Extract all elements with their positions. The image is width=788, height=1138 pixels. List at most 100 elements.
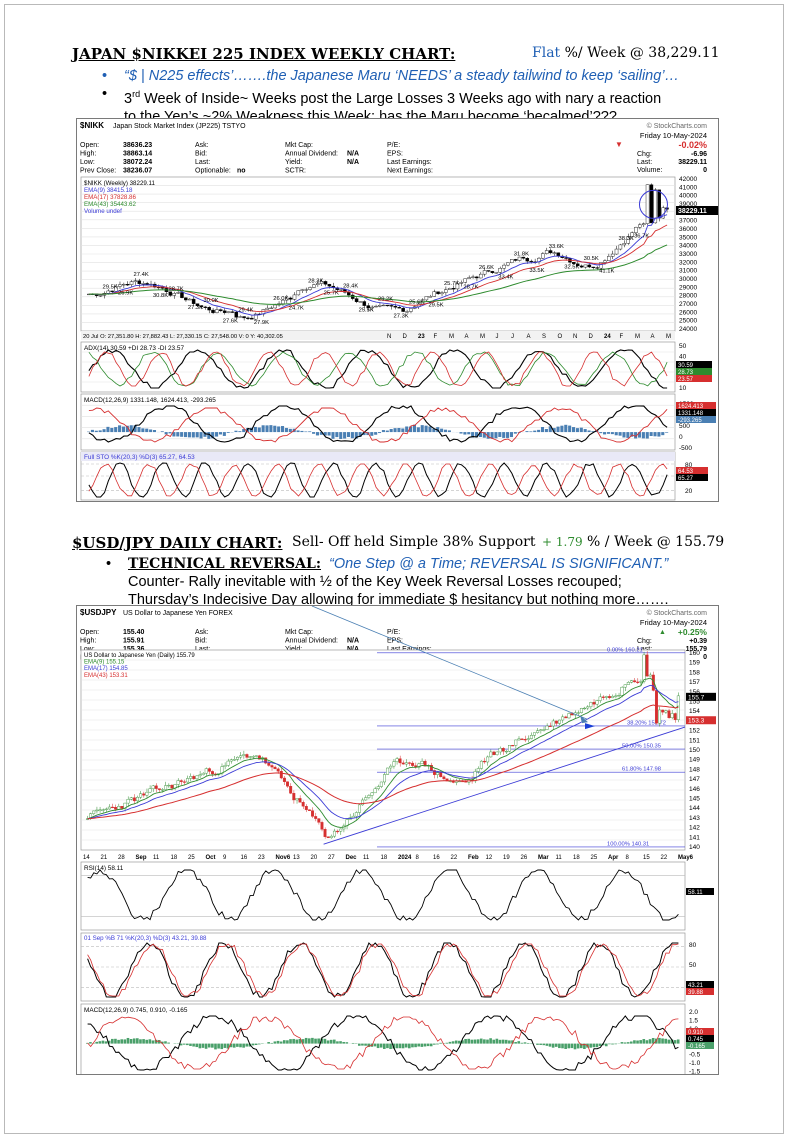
chart1-candle-body xyxy=(187,298,192,301)
chart2-macd-tick-5: -0.5 xyxy=(689,1052,701,1059)
chart1-candle-body xyxy=(98,295,103,297)
chart2-macd-histogram-bar xyxy=(89,1042,92,1044)
chart2-date-axis-30: Apr xyxy=(608,855,619,861)
chart2-macd-histogram-bar xyxy=(276,1040,280,1044)
chart1-candle-body xyxy=(506,262,510,266)
chart1-annotation-17: 27.3K xyxy=(394,313,409,319)
chart1-macd-histogram-bar xyxy=(599,432,603,434)
chart1-macd-histogram-bar xyxy=(471,432,475,438)
chart1-annotation-21: 28.7K xyxy=(463,285,478,291)
chart2-blue-marker-icon xyxy=(585,723,595,730)
chart2-candle-body xyxy=(370,792,374,796)
chart2-candle-body xyxy=(673,713,677,720)
chart2-macd-histogram-bar xyxy=(270,1042,274,1044)
chart2-macd-histogram-bar xyxy=(454,1040,458,1044)
chart1-annotation-5: 27.3K xyxy=(188,305,203,311)
chart1-macd-histogram-bar xyxy=(443,429,448,433)
chart2-candle-body xyxy=(436,772,440,775)
chart1-macd-histogram-bar xyxy=(261,425,265,433)
chart1-macd-histogram-bar xyxy=(370,432,374,436)
chart1-macd-histogram-bar xyxy=(610,432,614,435)
chart2-candle-body xyxy=(270,765,274,768)
chart1-macd-histogram-bar xyxy=(98,430,102,433)
chart2-quote-1-4: Annual Dividend: xyxy=(285,638,338,645)
chart1-top-axis-7: J xyxy=(496,334,499,340)
chart1-macd-histogram-bar xyxy=(110,427,114,433)
usdjpy-chart-svg: $USDJPY US Dollar to Japanese Yen FOREX © … xyxy=(80,606,716,1074)
chart1-annotation-6: 30.0K xyxy=(203,298,218,304)
chart2-macd-histogram-bar xyxy=(451,1041,455,1044)
chart2-candle-body xyxy=(339,828,343,832)
chart1-top-axis-10: S xyxy=(542,334,546,340)
chart1-annotation-23: 33.4K xyxy=(498,274,513,280)
chart2-macd-histogram-bar xyxy=(236,1043,239,1047)
chart2-candle-body xyxy=(476,768,480,772)
chart1-candle-body xyxy=(141,283,145,285)
chart1-candle-body xyxy=(389,305,394,307)
chart1-name: Japan Stock Market Index (JP225) TSTYO xyxy=(113,123,246,130)
chart1-adx-tag-box-2 xyxy=(676,375,712,382)
chart1-candle-body xyxy=(614,248,619,255)
chart2-macd-histogram-bar xyxy=(461,1040,464,1044)
chart2-candle-body xyxy=(567,713,571,719)
chart2-date-axis-34: May6 xyxy=(678,855,694,861)
chart1-macd-histogram-bar xyxy=(568,425,572,433)
chart1-macd-histogram-bar xyxy=(102,429,106,433)
chart1-macd-histogram-bar xyxy=(121,426,125,433)
chart2-quote-0-4: Mkt Cap: xyxy=(285,629,313,636)
chart2-candle-body xyxy=(257,755,261,760)
chart2-candle-body xyxy=(304,806,308,810)
chart2-fib-label-2: 50.00% 150.35 xyxy=(622,744,661,750)
chart2-macd-histogram-bar xyxy=(367,1043,370,1047)
chart1-candle-body xyxy=(641,223,646,226)
chart2-candle-body xyxy=(276,768,280,772)
chart2-date-axis-18: 2024 xyxy=(398,855,412,861)
chart1-candle-body xyxy=(133,280,138,282)
chart2-candle-body xyxy=(498,747,502,753)
chart2-candle-body xyxy=(483,760,486,763)
chart1-quote-0-4: Mkt Cap: xyxy=(285,142,313,149)
chart1-candle-body xyxy=(583,264,588,268)
chart2-up-arrow-icon: ▲ xyxy=(659,629,666,636)
chart2-macd-histogram-bar xyxy=(326,1040,330,1044)
chart1-annotation-0: 29.5K xyxy=(103,284,118,290)
chart1-macd-tag-2: -293.265 xyxy=(678,418,702,424)
chart2-price-tick-2: 158 xyxy=(689,669,700,676)
chart1-candle-body xyxy=(358,301,363,303)
chart2-legend-2: EMA(17) 154.85 xyxy=(84,666,128,672)
chart1-candle-body xyxy=(118,284,122,287)
chart2-macd-tick-1: 1.5 xyxy=(689,1018,698,1025)
chart1-sto-tag-0: 64.53 xyxy=(678,469,694,475)
chart1-macd-histogram-bar xyxy=(606,432,610,434)
chart1-candle-body xyxy=(471,276,475,278)
chart1-macd-histogram-bar xyxy=(622,432,626,438)
chart1-macd-histogram-bar xyxy=(184,432,188,438)
chart2-candle-body xyxy=(207,768,211,772)
chart1-candle-body xyxy=(296,290,301,296)
chart1-candle-body xyxy=(230,311,235,313)
chart1-candle-body xyxy=(110,290,114,292)
chart1-candle-body xyxy=(347,292,351,296)
chart2-macd-histogram-bar xyxy=(198,1043,202,1049)
chart1-candle-body xyxy=(304,289,308,291)
chart2-macd-histogram-bar xyxy=(408,1043,411,1049)
chart1-candle-body xyxy=(222,310,227,313)
chart1-macd-histogram-bar xyxy=(525,431,529,433)
chart2-candle-body xyxy=(501,747,505,752)
chart1-candle-body xyxy=(579,265,584,268)
chart1-macd-histogram-bar xyxy=(513,432,517,434)
chart2-candle-body xyxy=(639,681,643,683)
chart1-macd-histogram-bar xyxy=(645,432,649,439)
chart2-candle-body xyxy=(198,774,202,777)
chart2-macd-tick-6: -1.0 xyxy=(689,1060,701,1067)
chart1-macd-histogram-bar xyxy=(653,432,657,437)
chart1-price-tick-0: 42000 xyxy=(679,176,697,183)
chart1-sto-tag-box-1 xyxy=(676,474,708,481)
chart2-candle-body xyxy=(307,809,311,811)
chart1-macd-histogram-bar xyxy=(133,425,137,433)
chart2-macd-histogram-bar xyxy=(523,1042,527,1044)
chart1-candle-body xyxy=(626,236,630,244)
chart2-macd-histogram-bar xyxy=(548,1043,552,1047)
chart2-date-axis-14: 27 xyxy=(328,855,335,861)
chart1-macd-histogram-bar xyxy=(552,428,556,433)
